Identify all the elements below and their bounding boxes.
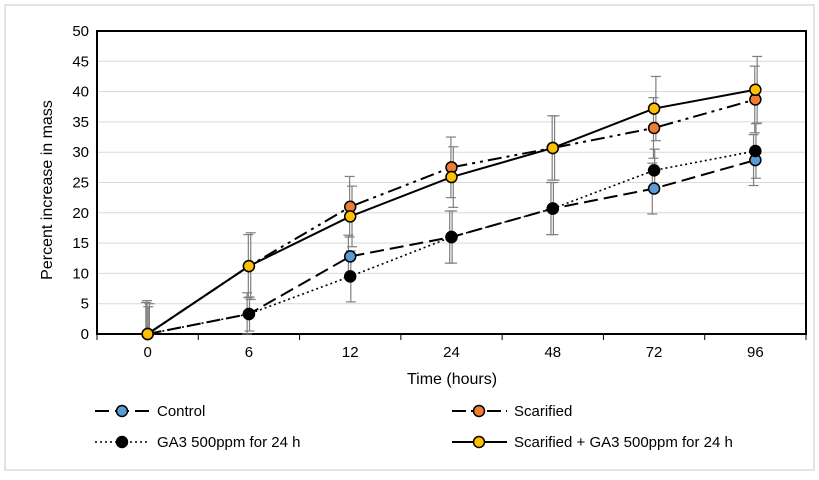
chart-outer-border [4, 4, 815, 471]
x-tick-label: 0 [143, 344, 151, 361]
data-point [445, 230, 458, 244]
y-tick-label: 5 [81, 296, 89, 313]
legend-marker [115, 404, 129, 418]
y-tick-label: 25 [72, 175, 89, 192]
legend: Control Scarified GA3 500ppm for 24 h Scari… [95, 403, 733, 451]
legend-item: Scarified [452, 403, 572, 420]
y-tick-label: 45 [72, 53, 89, 70]
x-tick-label: 24 [443, 344, 460, 361]
data-point [242, 259, 256, 273]
x-tick-label: 96 [747, 344, 764, 361]
legend-label: Scarified + GA3 500ppm for 24 h [514, 434, 733, 451]
x-axis-label: Time (hours) [407, 371, 497, 388]
legend-marker [472, 404, 486, 418]
data-markers [141, 83, 762, 341]
y-tick-label: 10 [72, 265, 89, 282]
data-point [647, 164, 661, 177]
legend-marker [115, 435, 129, 449]
data-point [749, 83, 762, 97]
y-tick-label: 40 [72, 84, 89, 101]
data-point [343, 270, 357, 283]
plot-area-border [96, 30, 807, 335]
tick-labels: 0 5 10 15 20 25 30 35 40 45 50 0 6 12 24 48 72 96 [72, 23, 763, 361]
y-tick-label: 30 [72, 144, 89, 161]
axes [96, 30, 807, 340]
data-point [343, 250, 357, 263]
data-point [647, 121, 661, 135]
x-tick-label: 48 [544, 344, 561, 361]
y-tick-label: 15 [72, 235, 89, 252]
legend-item: GA3 500ppm for 24 h [95, 434, 300, 451]
y-tick-label: 50 [72, 23, 89, 40]
data-point [749, 144, 762, 158]
legend-marker [472, 435, 486, 449]
data-point [546, 202, 560, 215]
legend-label: Control [157, 403, 205, 420]
x-tick-label: 12 [342, 344, 359, 361]
data-point [647, 102, 661, 115]
legend-label: GA3 500ppm for 24 h [157, 434, 300, 451]
legend-item: Scarified + GA3 500ppm for 24 h [452, 434, 733, 451]
x-tick-label: 72 [646, 344, 663, 361]
y-tick-label: 20 [72, 205, 89, 222]
data-point [343, 210, 357, 223]
legend-item: Control [95, 403, 205, 420]
data-point [546, 141, 560, 155]
data-point [445, 170, 458, 184]
y-tick-label: 35 [72, 114, 89, 131]
x-tick-label: 6 [245, 344, 253, 361]
y-tick-label: 0 [81, 326, 89, 343]
data-point [647, 182, 661, 195]
legend-label: Scarified [514, 403, 572, 420]
data-point [242, 307, 256, 321]
y-axis-label: Percent increase in mass [39, 100, 56, 280]
data-point [141, 327, 154, 341]
